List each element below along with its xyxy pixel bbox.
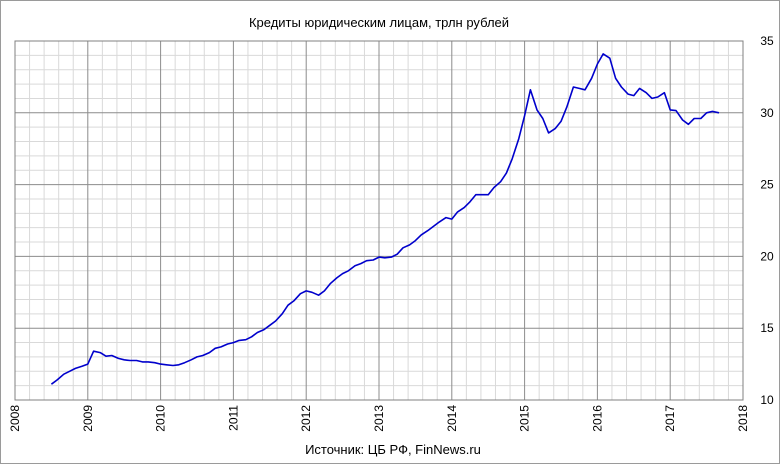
series-layer: [50, 53, 720, 385]
y-axis-ticks: 10 15 20 25 30 35: [760, 34, 774, 407]
x-tick-label: 2016: [590, 405, 604, 432]
y-tick-label: 35: [760, 34, 774, 48]
x-tick-label: 2014: [445, 405, 459, 432]
x-tick-label: 2017: [663, 405, 677, 432]
grid: [15, 41, 743, 400]
source-caption: Источник: ЦБ РФ, FinNews.ru: [305, 442, 481, 457]
y-tick-label: 15: [760, 321, 774, 335]
x-tick-label: 2013: [372, 405, 386, 432]
x-tick-label: 2015: [518, 405, 532, 432]
x-tick-label: 2011: [226, 405, 240, 431]
x-tick-label: 2012: [299, 405, 313, 432]
y-tick-label: 25: [760, 178, 774, 192]
y-tick-label: 20: [760, 249, 774, 263]
series-line: [50, 53, 720, 385]
chart-title: Кредиты юридическим лицам, трлн рублей: [249, 15, 509, 30]
x-tick-label: 2018: [736, 405, 750, 432]
x-tick-label: 2008: [8, 405, 22, 432]
plot-area-border: [14, 40, 744, 401]
x-tick-label: 2010: [154, 405, 168, 432]
x-axis-ticks: 2008 2009 2010 2011 2012 2013 2014 2015 2016 2017…: [8, 405, 750, 432]
x-tick-label: 2009: [81, 405, 95, 432]
y-tick-label: 10: [760, 393, 774, 407]
y-tick-label: 30: [760, 106, 774, 120]
